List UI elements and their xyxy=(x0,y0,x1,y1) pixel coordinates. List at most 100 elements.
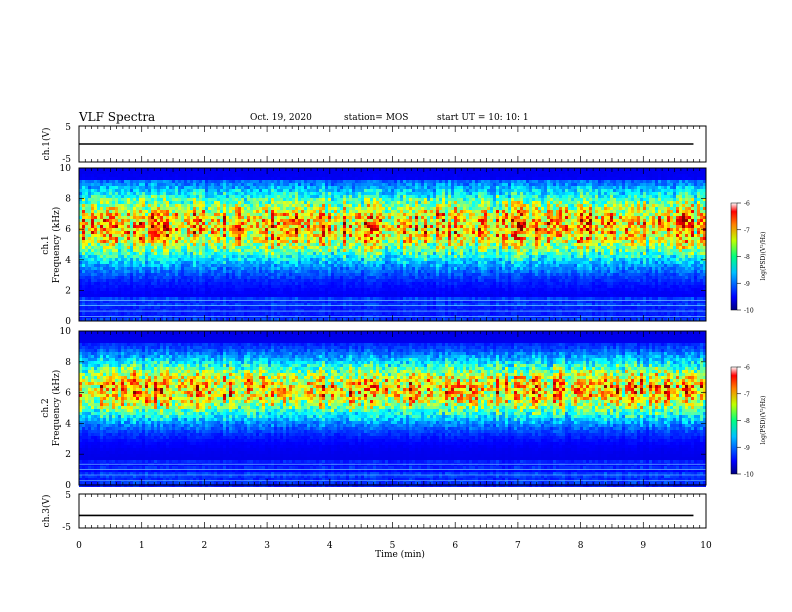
spectrogram-cell xyxy=(157,204,160,207)
spectrogram-cell xyxy=(658,222,661,225)
spectrogram-cell xyxy=(253,177,256,180)
spectrogram-cell xyxy=(292,225,295,228)
spectrogram-cell xyxy=(424,168,427,171)
spectrogram-cell xyxy=(688,228,691,231)
spectrogram-cell xyxy=(430,234,433,237)
spectrogram-cell xyxy=(220,225,223,228)
spectrogram-cell xyxy=(547,231,550,234)
spectrogram-cell xyxy=(493,225,496,228)
spectrogram-cell xyxy=(370,168,373,171)
spectrogram-cell xyxy=(604,234,607,237)
spectrogram-cell xyxy=(505,201,508,204)
spectrogram-cell xyxy=(334,237,337,240)
spectrogram-cell xyxy=(598,228,601,231)
spectrogram-cell xyxy=(562,225,565,228)
spectrogram-cell xyxy=(661,189,664,192)
spectrogram-cell xyxy=(667,213,670,216)
spectrogram-cell xyxy=(232,186,235,189)
spectrogram-cell xyxy=(400,225,403,228)
spectrogram-cell xyxy=(277,228,280,231)
spectrogram-cell xyxy=(616,234,619,237)
spectrogram-cell xyxy=(505,210,508,213)
spectrogram-cell xyxy=(682,195,685,198)
spectrogram-cell xyxy=(661,219,664,222)
spectrogram-cell xyxy=(415,171,418,174)
spectrogram-cell xyxy=(556,228,559,231)
spectrogram-cell xyxy=(148,171,151,174)
spectrogram-cell xyxy=(637,213,640,216)
spectrogram-cell xyxy=(211,219,214,222)
spectrogram-cell xyxy=(595,189,598,192)
spectrogram-cell xyxy=(586,204,589,207)
spectrogram-cell xyxy=(283,171,286,174)
spectrogram-cell xyxy=(574,195,577,198)
spectrogram-cell xyxy=(280,183,283,186)
spectrogram-cell xyxy=(496,180,499,183)
spectrogram-cell xyxy=(97,231,100,234)
spectrogram-cell xyxy=(430,189,433,192)
spectrogram-cell xyxy=(586,231,589,234)
spectrogram-cell xyxy=(664,186,667,189)
spectrogram-cell xyxy=(544,210,547,213)
spectrogram-cell xyxy=(589,198,592,201)
spectrogram-cell xyxy=(523,186,526,189)
spectrogram-cell xyxy=(520,207,523,210)
spectrogram-cell xyxy=(310,183,313,186)
spectrogram-cell xyxy=(424,222,427,225)
spectrogram-cell xyxy=(97,213,100,216)
spectrogram-cell xyxy=(382,216,385,219)
spectrogram-cell xyxy=(166,201,169,204)
spectrogram-cell xyxy=(526,228,529,231)
spectrogram-cell xyxy=(580,210,583,213)
spectrogram-cell xyxy=(235,177,238,180)
spectrogram-cell xyxy=(247,231,250,234)
spectrogram-cell xyxy=(568,231,571,234)
spectrogram-cell xyxy=(490,195,493,198)
spectrogram-cell xyxy=(292,228,295,231)
spectrogram-cell xyxy=(616,231,619,234)
spectrogram-cell xyxy=(91,219,94,222)
spectrogram-cell xyxy=(103,174,106,177)
spectrogram-cell xyxy=(532,168,535,171)
spectrogram-cell xyxy=(427,168,430,171)
spectrogram-cell xyxy=(91,180,94,183)
spectrogram-cell xyxy=(304,222,307,225)
spectrogram-cell xyxy=(277,195,280,198)
spectrogram-cell xyxy=(199,186,202,189)
spectrogram-cell xyxy=(421,225,424,228)
spectrogram-cell xyxy=(442,198,445,201)
spectrogram-cell xyxy=(508,180,511,183)
spectrogram-cell xyxy=(136,174,139,177)
spectrogram-cell xyxy=(607,219,610,222)
spectrogram-cell xyxy=(676,198,679,201)
spectrogram-cell xyxy=(208,213,211,216)
spectrogram-cell xyxy=(649,228,652,231)
spectrogram-cell xyxy=(628,174,631,177)
spectrogram-cell xyxy=(433,216,436,219)
spectrogram-cell xyxy=(565,171,568,174)
spectrogram-cell xyxy=(85,189,88,192)
spectrogram-cell xyxy=(667,210,670,213)
spectrogram-cell xyxy=(679,228,682,231)
spectrogram-cell xyxy=(559,192,562,195)
spectrogram-cell xyxy=(655,228,658,231)
spectrogram-cell xyxy=(595,231,598,234)
spectrogram-cell xyxy=(370,198,373,201)
spectrogram-cell xyxy=(313,210,316,213)
spectrogram-cell xyxy=(628,192,631,195)
spectrogram-cell xyxy=(334,210,337,213)
spectrogram-cell xyxy=(679,171,682,174)
spectrogram-cell xyxy=(682,231,685,234)
spectrogram-cell xyxy=(685,189,688,192)
spectrogram-cell xyxy=(481,198,484,201)
spectrogram-cell xyxy=(256,228,259,231)
spectrogram-cell xyxy=(577,201,580,204)
spectrogram-cell xyxy=(160,231,163,234)
spectrogram-cell xyxy=(253,231,256,234)
spectrogram-cell xyxy=(166,174,169,177)
spectrogram-cell xyxy=(646,210,649,213)
spectrogram-cell xyxy=(628,210,631,213)
spectrogram-cell xyxy=(640,231,643,234)
spectrogram-cell xyxy=(463,237,466,240)
spectrogram-cell xyxy=(472,171,475,174)
